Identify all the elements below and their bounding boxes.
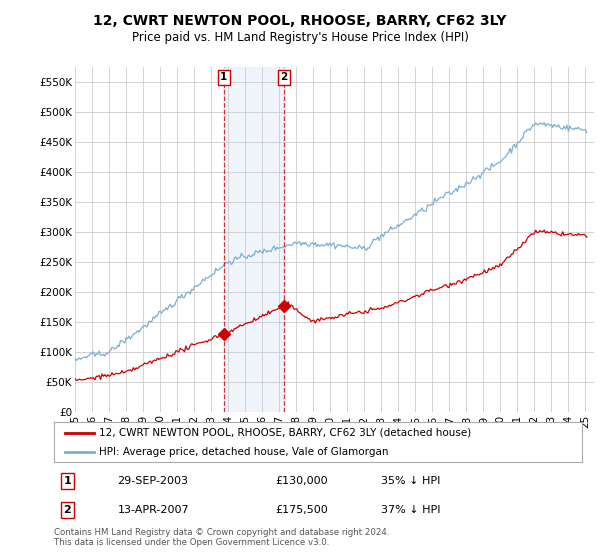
Text: 2: 2 bbox=[64, 505, 71, 515]
Text: 12, CWRT NEWTON POOL, RHOOSE, BARRY, CF62 3LY: 12, CWRT NEWTON POOL, RHOOSE, BARRY, CF6… bbox=[93, 14, 507, 28]
Text: Contains HM Land Registry data © Crown copyright and database right 2024.
This d: Contains HM Land Registry data © Crown c… bbox=[54, 528, 389, 548]
Text: 37% ↓ HPI: 37% ↓ HPI bbox=[382, 505, 441, 515]
Text: 1: 1 bbox=[64, 476, 71, 486]
Text: 2: 2 bbox=[280, 72, 287, 82]
Text: 12, CWRT NEWTON POOL, RHOOSE, BARRY, CF62 3LY (detached house): 12, CWRT NEWTON POOL, RHOOSE, BARRY, CF6… bbox=[99, 428, 471, 437]
Text: Price paid vs. HM Land Registry's House Price Index (HPI): Price paid vs. HM Land Registry's House … bbox=[131, 31, 469, 44]
Text: 35% ↓ HPI: 35% ↓ HPI bbox=[382, 476, 441, 486]
Bar bbox=[224, 67, 284, 412]
Text: £130,000: £130,000 bbox=[276, 476, 328, 486]
Text: 1: 1 bbox=[220, 72, 227, 82]
Text: £175,500: £175,500 bbox=[276, 505, 329, 515]
Text: 29-SEP-2003: 29-SEP-2003 bbox=[118, 476, 188, 486]
Text: HPI: Average price, detached house, Vale of Glamorgan: HPI: Average price, detached house, Vale… bbox=[99, 447, 388, 457]
Text: 13-APR-2007: 13-APR-2007 bbox=[118, 505, 189, 515]
